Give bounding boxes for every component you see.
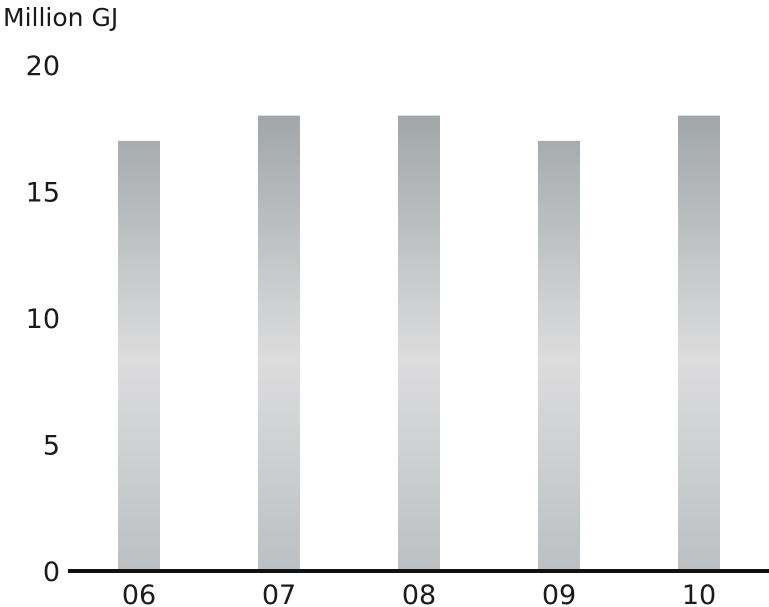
bar (258, 115, 300, 571)
x-tick-label: 07 (262, 580, 296, 607)
y-axis-unit-label: Million GJ (3, 3, 118, 32)
bar (398, 115, 440, 571)
bar (118, 140, 160, 571)
bar (538, 140, 580, 571)
x-tick-label: 08 (402, 580, 436, 607)
y-tick-label: 15 (26, 178, 60, 209)
y-tick-label: 20 (26, 51, 60, 82)
y-axis-ticks: 0 5 10 15 20 (26, 51, 60, 588)
y-tick-label: 10 (26, 304, 60, 335)
y-tick-label: 5 (43, 431, 60, 462)
x-axis-ticks: 06 07 08 09 10 (122, 580, 716, 607)
x-tick-label: 10 (682, 580, 716, 607)
x-tick-label: 09 (542, 580, 576, 607)
x-tick-label: 06 (122, 580, 156, 607)
bars-group (118, 115, 720, 571)
y-tick-label: 0 (43, 557, 60, 588)
bar (678, 115, 720, 571)
